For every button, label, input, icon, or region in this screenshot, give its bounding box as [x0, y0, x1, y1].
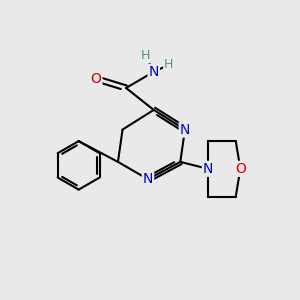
- Text: N: N: [180, 123, 190, 136]
- Text: H: H: [164, 58, 173, 71]
- Text: N: N: [203, 162, 213, 176]
- Text: H: H: [141, 49, 150, 62]
- Text: N: N: [143, 172, 153, 186]
- Text: O: O: [235, 162, 246, 176]
- Text: N: N: [148, 65, 159, 79]
- Text: O: O: [91, 72, 101, 86]
